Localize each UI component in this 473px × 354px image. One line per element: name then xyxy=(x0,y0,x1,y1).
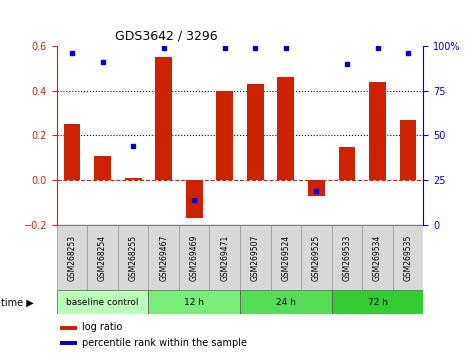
Text: 72 h: 72 h xyxy=(368,298,387,307)
Text: time ▶: time ▶ xyxy=(1,297,34,307)
Bar xyxy=(362,225,393,290)
Bar xyxy=(88,225,118,290)
Text: 12 h: 12 h xyxy=(184,298,204,307)
Text: GSM269524: GSM269524 xyxy=(281,234,290,281)
Bar xyxy=(247,84,264,180)
Bar xyxy=(149,290,240,314)
Text: GDS3642 / 3296: GDS3642 / 3296 xyxy=(115,29,218,42)
Bar xyxy=(393,225,423,290)
Bar xyxy=(332,290,423,314)
Bar xyxy=(186,180,202,218)
Text: 24 h: 24 h xyxy=(276,298,296,307)
Bar xyxy=(61,326,77,330)
Bar xyxy=(118,225,149,290)
Bar xyxy=(64,124,80,180)
Bar xyxy=(308,180,325,196)
Bar xyxy=(240,290,332,314)
Text: GSM269469: GSM269469 xyxy=(190,234,199,281)
Text: GSM268255: GSM268255 xyxy=(129,234,138,281)
Text: log ratio: log ratio xyxy=(82,322,123,332)
Text: GSM269533: GSM269533 xyxy=(342,234,351,281)
Bar xyxy=(278,77,294,180)
Bar xyxy=(271,225,301,290)
Text: GSM268254: GSM268254 xyxy=(98,234,107,281)
Bar xyxy=(57,225,88,290)
Text: percentile rank within the sample: percentile rank within the sample xyxy=(82,337,247,348)
Text: baseline control: baseline control xyxy=(66,298,139,307)
Text: GSM269534: GSM269534 xyxy=(373,234,382,281)
Bar xyxy=(301,225,332,290)
Text: GSM269535: GSM269535 xyxy=(403,234,412,281)
Bar xyxy=(332,225,362,290)
Bar xyxy=(155,57,172,180)
Bar xyxy=(369,82,386,180)
Text: GSM269507: GSM269507 xyxy=(251,234,260,281)
Bar xyxy=(216,91,233,180)
Bar xyxy=(210,225,240,290)
Text: GSM268253: GSM268253 xyxy=(68,234,77,281)
Text: GSM269471: GSM269471 xyxy=(220,234,229,281)
Bar xyxy=(240,225,271,290)
Bar xyxy=(57,290,149,314)
Bar xyxy=(179,225,210,290)
Text: GSM269525: GSM269525 xyxy=(312,234,321,281)
Bar xyxy=(94,155,111,180)
Bar xyxy=(125,178,141,180)
Text: GSM269467: GSM269467 xyxy=(159,234,168,281)
Bar xyxy=(339,147,355,180)
Bar xyxy=(149,225,179,290)
Bar xyxy=(400,120,416,180)
Bar xyxy=(61,341,77,345)
